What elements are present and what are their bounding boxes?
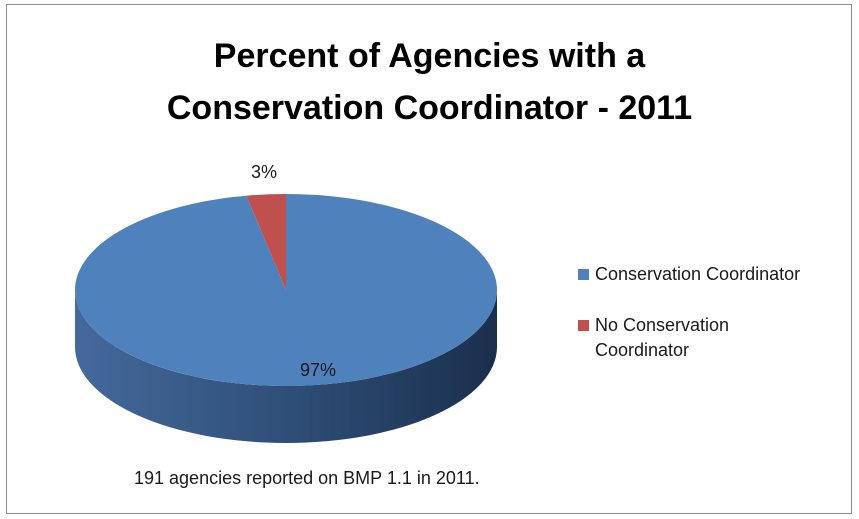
pie-side-wall xyxy=(75,290,497,443)
legend-swatch-no-conservation-coordinator xyxy=(578,320,589,331)
legend-swatch-conservation-coordinator xyxy=(578,269,589,280)
chart-title-line-2: Conservation Coordinator - 2011 xyxy=(166,89,693,127)
pie-slice-conservation-coordinator xyxy=(74,194,497,386)
legend-label-conservation-coordinator: Conservation Coordinator xyxy=(595,264,801,284)
data-label-conservation-coordinator: 97% xyxy=(300,360,336,380)
footnote: 191 agencies reported on BMP 1.1 in 2011… xyxy=(134,468,480,488)
chart-title-line-1: Percent of Agencies with a xyxy=(213,37,646,75)
legend-item-conservation-coordinator: Conservation Coordinator xyxy=(578,262,848,287)
legend: Conservation Coordinator No Conservation… xyxy=(578,262,848,389)
legend-label-no-conservation-coordinator: No Conservation Coordinator xyxy=(595,315,730,360)
legend-item-no-conservation-coordinator: No Conservation Coordinator xyxy=(578,313,848,363)
data-label-no-conservation-coordinator: 3% xyxy=(251,162,277,182)
pie-group: 97% 3% xyxy=(74,162,497,443)
pie-slice-no-conservation-coordinator xyxy=(246,194,286,290)
chart-title: Percent of Agencies with a Conservation … xyxy=(0,30,859,134)
